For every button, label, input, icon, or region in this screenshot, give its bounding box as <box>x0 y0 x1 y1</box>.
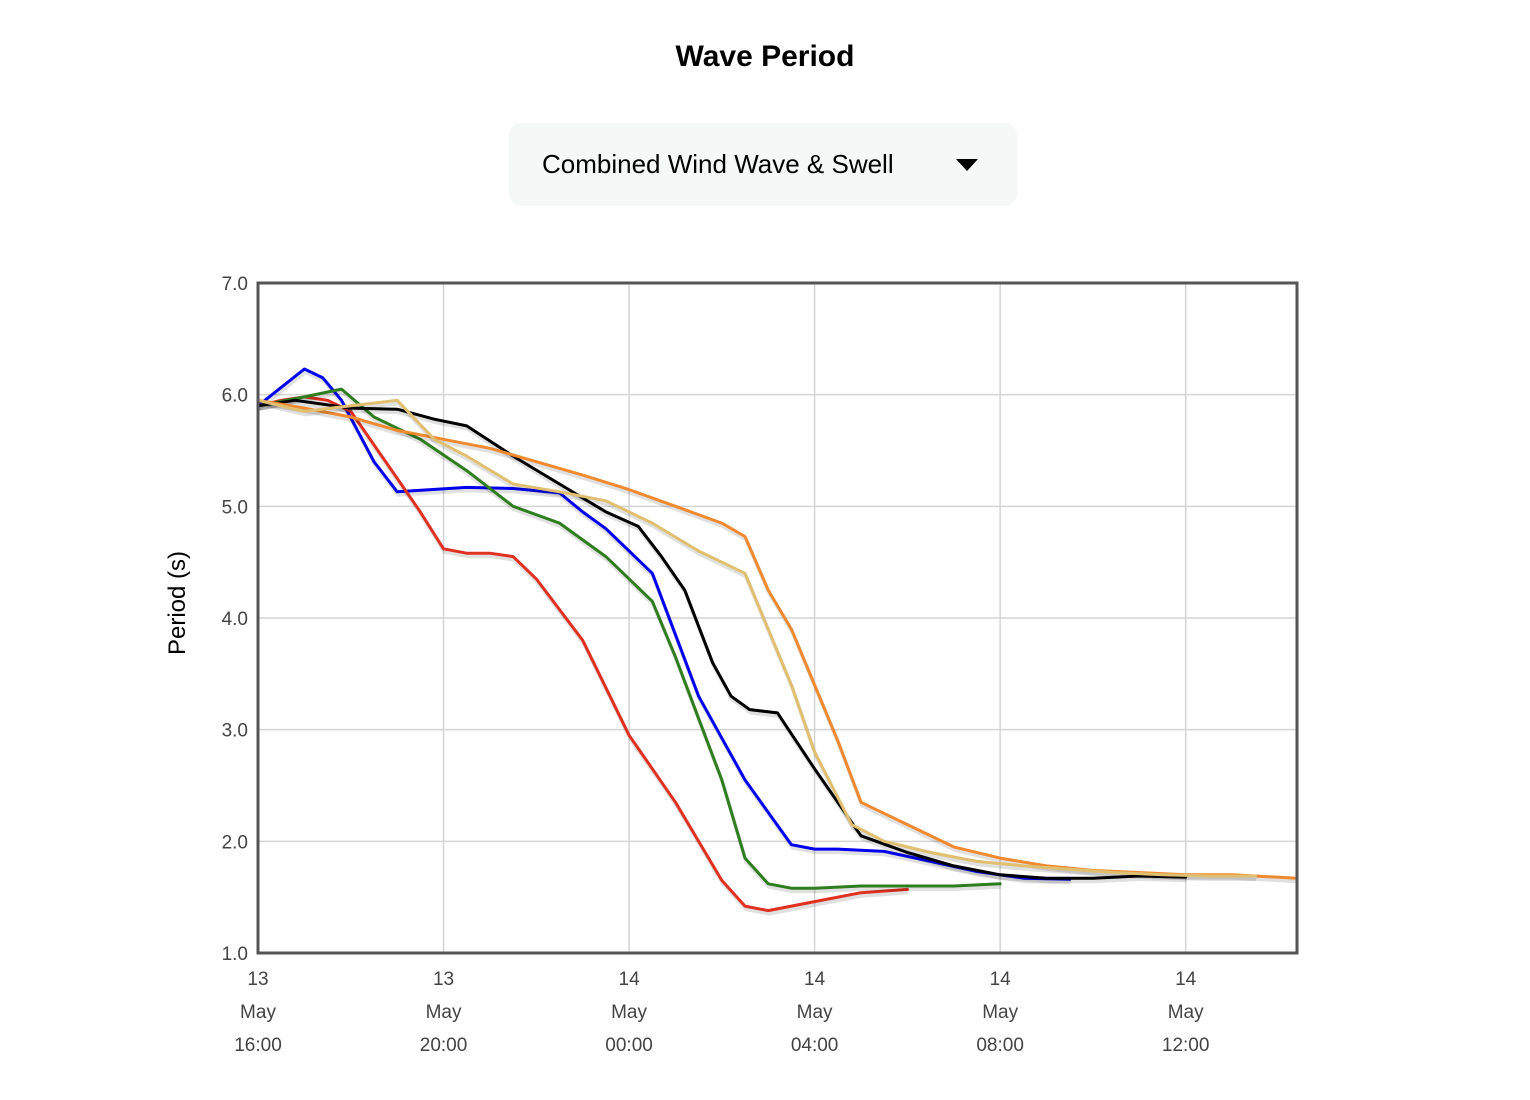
wave-type-dropdown[interactable]: Combined Wind Wave & Swell <box>509 123 1017 206</box>
x-tick-label: 13 <box>247 969 268 990</box>
series-line-6 <box>256 398 1257 878</box>
plot-frame <box>256 281 1299 955</box>
y-tick-label: 5.0 <box>222 497 248 518</box>
y-tick-label: 3.0 <box>222 721 248 742</box>
chart-grid <box>257 282 1297 954</box>
chart-series <box>256 367 1299 916</box>
caret-down-icon <box>956 159 978 171</box>
x-axis-ticks: 13 May 16:00 13 May 20:00 14 May 00:00 14 May 04:00… <box>234 969 1209 1056</box>
series-line-shadow <box>258 397 909 916</box>
y-tick-label: 1.0 <box>222 944 248 965</box>
x-tick-label: 13 <box>433 969 454 990</box>
x-tick-label: 14 <box>619 969 641 990</box>
series-line-5 <box>256 398 1299 880</box>
series-line-1 <box>256 367 1072 881</box>
y-tick-label: 4.0 <box>222 609 248 630</box>
x-tick-label: May <box>426 1002 462 1023</box>
x-tick-label: 20:00 <box>420 1035 468 1056</box>
series-line-shadow <box>258 401 1257 881</box>
x-tick-label: 14 <box>1175 969 1197 990</box>
x-tick-label: 04:00 <box>791 1035 839 1056</box>
x-tick-label: May <box>797 1002 833 1023</box>
x-tick-label: May <box>1168 1002 1204 1023</box>
x-tick-label: May <box>240 1002 276 1023</box>
dropdown-selected-value: Combined Wind Wave & Swell <box>542 149 894 179</box>
chart-title: Wave Period <box>675 40 855 73</box>
x-tick-label: 00:00 <box>605 1035 653 1056</box>
y-axis-ticks: 1.0 2.0 3.0 4.0 5.0 6.0 7.0 <box>222 274 248 965</box>
series-line-3 <box>256 387 1002 890</box>
y-tick-label: 6.0 <box>222 386 248 407</box>
x-tick-label: 16:00 <box>234 1035 282 1056</box>
y-tick-label: 7.0 <box>222 274 248 295</box>
series-line-4 <box>256 398 1188 880</box>
y-axis-label: Period (s) <box>164 551 191 655</box>
x-tick-label: 12:00 <box>1162 1035 1210 1056</box>
series-line-shadow <box>258 401 1187 884</box>
y-tick-label: 2.0 <box>222 832 248 853</box>
x-tick-label: 14 <box>804 969 826 990</box>
x-tick-label: 14 <box>990 969 1012 990</box>
x-tick-label: May <box>982 1002 1018 1023</box>
x-tick-label: May <box>611 1002 647 1023</box>
series-line-shadow <box>258 401 1299 884</box>
x-tick-label: 08:00 <box>976 1035 1024 1056</box>
